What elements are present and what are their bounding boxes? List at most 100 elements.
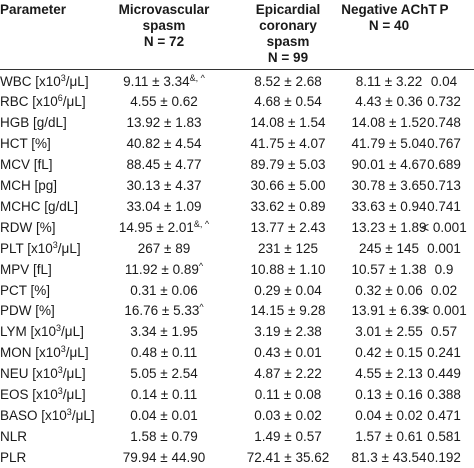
table-row: PLR 79.94 ± 44.90 72.41 ± 35.62 81.3 ± 43.5…: [0, 447, 474, 468]
cell-parameter-param: WBC [x10: [0, 73, 61, 89]
cell-p-p: 0.57: [430, 324, 458, 340]
cell-microvascular: 14.95 ± 2.01&, ^: [100, 217, 228, 238]
cell-p-p: 0.471: [427, 407, 461, 423]
cell-negative-neg: 10.57 ± 1.38: [351, 261, 427, 277]
cell-microvascular: 16.76 ± 5.33^: [100, 300, 228, 321]
table-row: MCV [fL] 88.45 ± 4.77 89.79 ± 5.03 90.01 ± …: [0, 154, 474, 175]
cell-epicardial: 1.49 ± 0.57: [222, 426, 354, 447]
cell-negative-neg: 0.13 ± 0.16: [355, 387, 423, 402]
cell-p: 0.001: [414, 238, 474, 259]
cell-parameter-pend: /μL]: [62, 387, 86, 402]
cell-p: 0.241: [414, 342, 474, 363]
cell-microvascular: 33.04 ± 1.09: [100, 196, 228, 217]
table-row: RDW [%] 14.95 ± 2.01&, ^ 13.77 ± 2.43 13.23…: [0, 217, 474, 238]
cell-negative-neg: 41.79 ± 5.04: [351, 136, 427, 152]
cell-microvascular: 3.34 ± 1.95: [100, 321, 228, 342]
cell-parameter-pend: /μL]: [57, 240, 81, 256]
cell-microvascular-micro: 14.95 ± 2.01: [118, 219, 194, 235]
cell-parameter-param: MCHC [g/dL]: [0, 198, 79, 214]
cell-epicardial: 89.79 ± 5.03: [222, 154, 354, 175]
cell-negative: 33.63 ± 0.94: [336, 196, 442, 217]
cell-epicardial: 0.11 ± 0.08: [222, 384, 354, 405]
cell-negative: 245 ± 145: [336, 238, 442, 259]
cell-negative-neg: 3.01 ± 2.55: [355, 324, 423, 340]
table-row: PDW [%] 16.76 ± 5.33^ 14.15 ± 9.28 13.91 ± …: [0, 300, 474, 321]
header-epi-line3: spasm: [266, 34, 310, 49]
cell-p: 0.388: [414, 384, 474, 405]
cell-p-p: 0.388: [427, 387, 461, 402]
cell-negative: 90.01 ± 4.67: [336, 154, 442, 175]
cell-epicardial: 10.88 ± 1.10: [222, 259, 354, 280]
cell-parameter-pend: /μL]: [62, 366, 86, 382]
cell-p-p: 0.748: [427, 115, 461, 131]
cell-parameter-psup: 3: [60, 344, 66, 355]
header-microvascular: Microvascular spasm N = 72: [100, 2, 228, 50]
cell-epicardial-epi: 4.87 ± 2.22: [254, 366, 322, 382]
header-neg-line2: N = 40: [368, 18, 410, 33]
header-micro-line1: Microvascular: [118, 2, 210, 17]
table-row: LYM [x103/μL] 3.34 ± 1.95 3.19 ± 2.38 3.01 …: [0, 321, 474, 342]
cell-p: 0.449: [414, 363, 474, 384]
cell-microvascular-micro: 16.76 ± 5.33: [124, 303, 200, 319]
cell-parameter-param: RDW [%]: [0, 219, 56, 235]
cell-parameter-psup: 3: [57, 386, 63, 396]
header-neg-line1: Negative AChT: [341, 2, 437, 17]
cell-parameter-psup: 3: [56, 323, 62, 334]
cell-parameter-param: NEU [x10: [0, 366, 58, 382]
header-parameter: Parameter: [0, 2, 66, 18]
cell-epicardial: 13.77 ± 2.43: [222, 217, 354, 238]
cell-epicardial-epi: 14.08 ± 1.54: [250, 115, 326, 131]
cell-parameter-param: RBC [x10: [0, 94, 58, 110]
cell-negative-neg: 0.04 ± 0.02: [355, 407, 423, 423]
cell-p: 0.732: [414, 91, 474, 112]
cell-parameter: NLR: [0, 426, 27, 447]
header-parameter-label: Parameter: [0, 2, 67, 17]
cell-microvascular: 0.48 ± 0.11: [100, 342, 228, 363]
cell-p-p: 0.581: [427, 428, 461, 444]
table-row: MON [x103/μL] 0.48 ± 0.11 0.43 ± 0.01 0.42 …: [0, 342, 474, 363]
cell-negative: 0.04 ± 0.02: [336, 405, 442, 426]
cell-parameter-param: PDW [%]: [0, 303, 55, 319]
cell-p-p: 0.741: [427, 198, 461, 214]
cell-p: 0.57: [414, 321, 474, 342]
cell-epicardial-epi: 0.11 ± 0.08: [254, 387, 322, 402]
cell-epicardial-epi: 10.88 ± 1.10: [250, 261, 326, 277]
cell-epicardial: 0.03 ± 0.02: [222, 405, 354, 426]
cell-negative-neg: 14.08 ± 1.52: [351, 115, 427, 131]
cell-negative: 13.23 ± 1.89: [336, 217, 442, 238]
cell-epicardial: 0.29 ± 0.04: [222, 280, 354, 301]
cell-epicardial: 8.52 ± 2.68: [222, 71, 354, 92]
cell-parameter: MON [x103/μL]: [0, 342, 89, 363]
cell-microvascular: 267 ± 89: [100, 238, 228, 259]
cell-microvascular: 0.31 ± 0.06: [100, 280, 228, 301]
cell-parameter: RDW [%]: [0, 217, 56, 238]
cell-parameter-param: BASO [x10: [0, 407, 67, 423]
header-epi-line4: N = 99: [267, 50, 309, 65]
cell-parameter-psup: 3: [57, 365, 63, 376]
cell-negative: 0.13 ± 0.16: [336, 384, 442, 405]
cell-parameter: HGB [g/dL]: [0, 112, 67, 133]
cell-epicardial-epi: 0.43 ± 0.01: [254, 345, 322, 361]
table-row: HGB [g/dL] 13.92 ± 1.83 14.08 ± 1.54 14.08 …: [0, 112, 474, 133]
cell-parameter-psup: 6: [57, 93, 63, 104]
cell-p: 0.581: [414, 426, 474, 447]
cell-microvascular-micro: 9.11 ± 3.34: [123, 73, 190, 89]
cell-microvascular: 0.04 ± 0.01: [100, 405, 228, 426]
cell-negative: 13.91 ± 6.39: [336, 300, 442, 321]
cell-microvascular-micro: 0.31 ± 0.06: [130, 282, 198, 298]
header-p-label: P: [439, 2, 449, 17]
cell-microvascular-micro: 0.04 ± 0.01: [130, 407, 198, 423]
cell-negative-neg: 1.57 ± 0.61: [355, 428, 423, 444]
cell-epicardial-epi: 0.29 ± 0.04: [254, 282, 322, 298]
cell-p: < 0.001: [414, 300, 474, 321]
cell-parameter: PDW [%]: [0, 300, 55, 321]
table-row: MCHC [g/dL] 33.04 ± 1.09 33.62 ± 0.89 33.63…: [0, 196, 474, 217]
cell-negative-neg: 13.23 ± 1.89: [351, 219, 427, 235]
cell-p: 0.689: [414, 154, 474, 175]
cell-epicardial-epi: 14.15 ± 9.28: [250, 303, 326, 319]
cell-epicardial-epi: 0.03 ± 0.02: [254, 407, 322, 423]
cell-microvascular-micro: 5.05 ± 2.54: [130, 366, 198, 382]
header-divider: [0, 69, 474, 70]
cell-parameter-param: PLR: [0, 449, 27, 465]
